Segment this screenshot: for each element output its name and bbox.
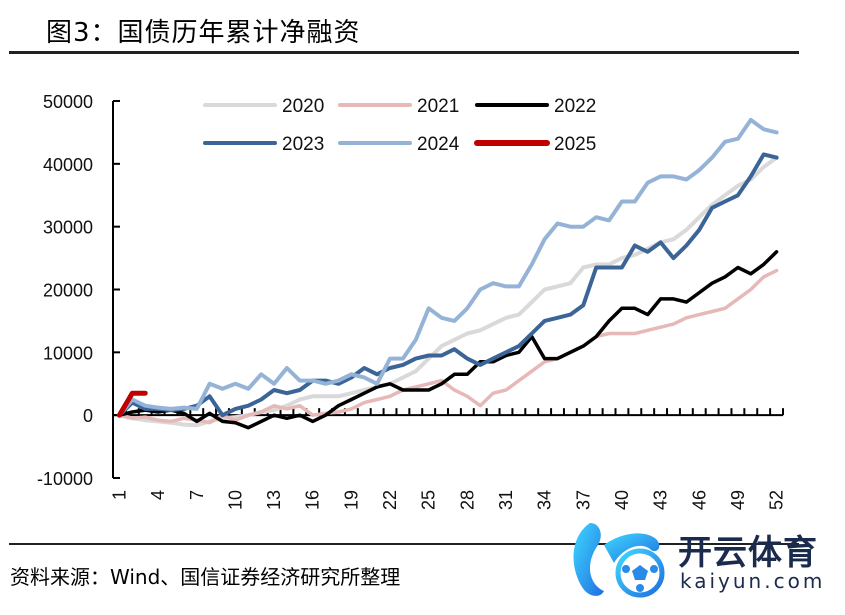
watermark-brand-en: kaiyun.com — [680, 569, 826, 593]
x-tick-label: 4 — [148, 490, 168, 500]
series-line-2022 — [117, 250, 779, 430]
y-tick-label: 20000 — [43, 281, 93, 301]
legend-label-2024: 2024 — [417, 134, 460, 155]
x-tick-label: 34 — [535, 490, 555, 510]
line-chart: -10000 0 10000 20000 30000 40000 50000 1 4 7 10 13 1… — [37, 92, 787, 510]
x-tick-label: 7 — [187, 490, 207, 500]
x-tick-label: 25 — [419, 490, 439, 510]
legend: 2020 2021 2022 2023 2024 2025 — [203, 96, 596, 155]
y-tick-label: 40000 — [43, 155, 93, 175]
y-tick-label: 0 — [83, 406, 93, 426]
x-tick-label: 46 — [689, 490, 709, 510]
y-tick-label: 50000 — [43, 92, 93, 112]
series-line-2023 — [117, 152, 779, 418]
chart-title: 图3：国债历年累计净融资 — [46, 18, 361, 48]
soccer-ball-logo-icon — [573, 523, 665, 598]
y-tick-label: 30000 — [43, 218, 93, 238]
series-line-2024 — [117, 117, 779, 418]
legend-label-2023: 2023 — [282, 134, 324, 155]
x-tick-label: 19 — [341, 490, 361, 510]
y-tick-label: -10000 — [37, 469, 93, 489]
series-line-2025 — [116, 390, 148, 418]
x-tick-label: 13 — [264, 490, 284, 510]
legend-label-2021: 2021 — [417, 96, 459, 117]
x-tick-label: 52 — [767, 490, 787, 510]
y-tick-label: 10000 — [43, 343, 93, 363]
x-tick-label: 43 — [651, 490, 671, 510]
x-tick-label: 37 — [573, 490, 593, 510]
source-note: 资料来源：Wind、国信证券经济研究所整理 — [10, 565, 401, 589]
x-tick-label: 40 — [612, 490, 632, 510]
series-lines — [116, 117, 779, 430]
x-tick-label: 10 — [225, 490, 245, 510]
x-tick-label: 49 — [728, 490, 748, 510]
title-divider — [9, 51, 799, 54]
legend-label-2022: 2022 — [554, 96, 596, 117]
watermark-logo: 开云体育 kaiyun.com — [560, 515, 845, 605]
legend-label-2025: 2025 — [554, 134, 596, 155]
series-line-2021 — [117, 268, 779, 425]
x-tick-label: 1 — [109, 490, 129, 500]
source-divider — [9, 543, 799, 545]
x-tick-label: 31 — [496, 490, 516, 510]
watermark-brand-cn: 开云体育 — [678, 533, 818, 573]
x-tick-label: 22 — [380, 490, 400, 510]
x-tick-label: 16 — [303, 490, 323, 510]
legend-label-2020: 2020 — [282, 96, 324, 117]
x-tick-label: 28 — [457, 490, 477, 510]
axes: -10000 0 10000 20000 30000 40000 50000 1 4 7 10 13 1… — [37, 92, 787, 510]
